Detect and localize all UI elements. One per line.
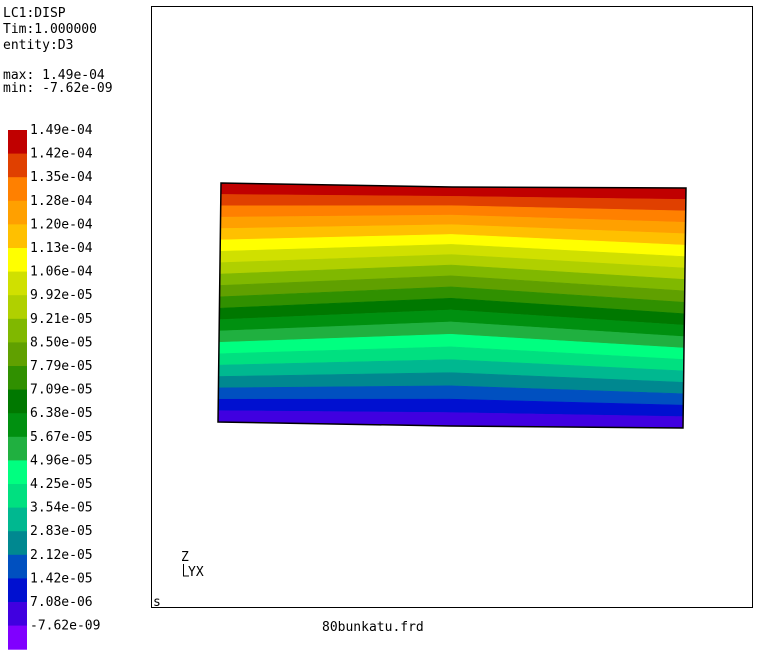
legend-label: 8.50e-05: [30, 335, 93, 350]
file-name: 80bunkatu.frd: [322, 620, 424, 635]
legend-swatch: [8, 153, 27, 178]
header-line: Tim:1.000000: [3, 22, 97, 37]
legend-swatch: [8, 342, 27, 367]
legend-swatch: [8, 578, 27, 603]
legend-label: 4.25e-05: [30, 477, 93, 492]
mesh-outline: [217, 182, 687, 429]
legend-label: -7.62e-09: [30, 619, 100, 634]
legend-label: 1.42e-05: [30, 571, 93, 586]
legend-label: 3.54e-05: [30, 501, 93, 516]
legend-label: 7.79e-05: [30, 359, 93, 374]
corner-label: s: [153, 595, 161, 610]
legend-swatch: [8, 177, 27, 202]
legend-label: 5.67e-05: [30, 430, 93, 445]
legend-swatch: [8, 271, 27, 296]
legend-swatch: [8, 200, 27, 225]
legend-label: 1.20e-04: [30, 217, 93, 232]
legend-label: 1.35e-04: [30, 170, 93, 185]
legend-swatch: [8, 460, 27, 485]
triad-yx: YX: [188, 565, 204, 580]
legend-label: 7.09e-05: [30, 383, 93, 398]
legend-swatch: [8, 531, 27, 556]
legend-label: 9.21e-05: [30, 312, 93, 327]
legend-swatch: [8, 484, 27, 509]
triad-z: Z: [181, 550, 189, 565]
triad-axes: [183, 564, 189, 577]
legend-swatch: [8, 507, 27, 532]
header-line: LC1:DISP: [3, 6, 66, 21]
legend-swatch: [8, 224, 27, 249]
legend-label: 6.38e-05: [30, 406, 93, 421]
header-line: entity:D3: [3, 38, 73, 53]
legend-swatch: [8, 554, 27, 579]
viewport-frame: [151, 6, 753, 608]
legend-swatch: [8, 602, 27, 627]
legend-swatch: [8, 248, 27, 273]
legend-swatch: [8, 130, 27, 155]
legend-label: 2.12e-05: [30, 548, 93, 563]
legend-label: 1.49e-04: [30, 123, 93, 138]
legend-swatch: [8, 413, 27, 438]
legend-swatch: [8, 625, 27, 650]
min-label: min: -7.62e-09: [3, 81, 113, 96]
legend-swatch: [8, 366, 27, 391]
contour-plot: [217, 182, 687, 429]
legend-label: 1.28e-04: [30, 194, 93, 209]
legend: 1.49e-04 1.42e-04 1.35e-04 1.28e-04 1.20e-04…: [8, 123, 100, 650]
legend-label: 1.42e-04: [30, 147, 93, 162]
legend-label: 7.08e-06: [30, 595, 93, 610]
legend-label: 4.96e-05: [30, 453, 93, 468]
legend-label: 1.06e-04: [30, 265, 93, 280]
legend-swatch: [8, 295, 27, 320]
legend-label: 1.13e-04: [30, 241, 93, 256]
legend-label: 9.92e-05: [30, 288, 93, 303]
legend-swatch: [8, 318, 27, 343]
legend-swatch: [8, 436, 27, 461]
legend-label: 2.83e-05: [30, 524, 93, 539]
max-label: max: 1.49e-04: [3, 68, 105, 83]
legend-swatch: [8, 389, 27, 414]
